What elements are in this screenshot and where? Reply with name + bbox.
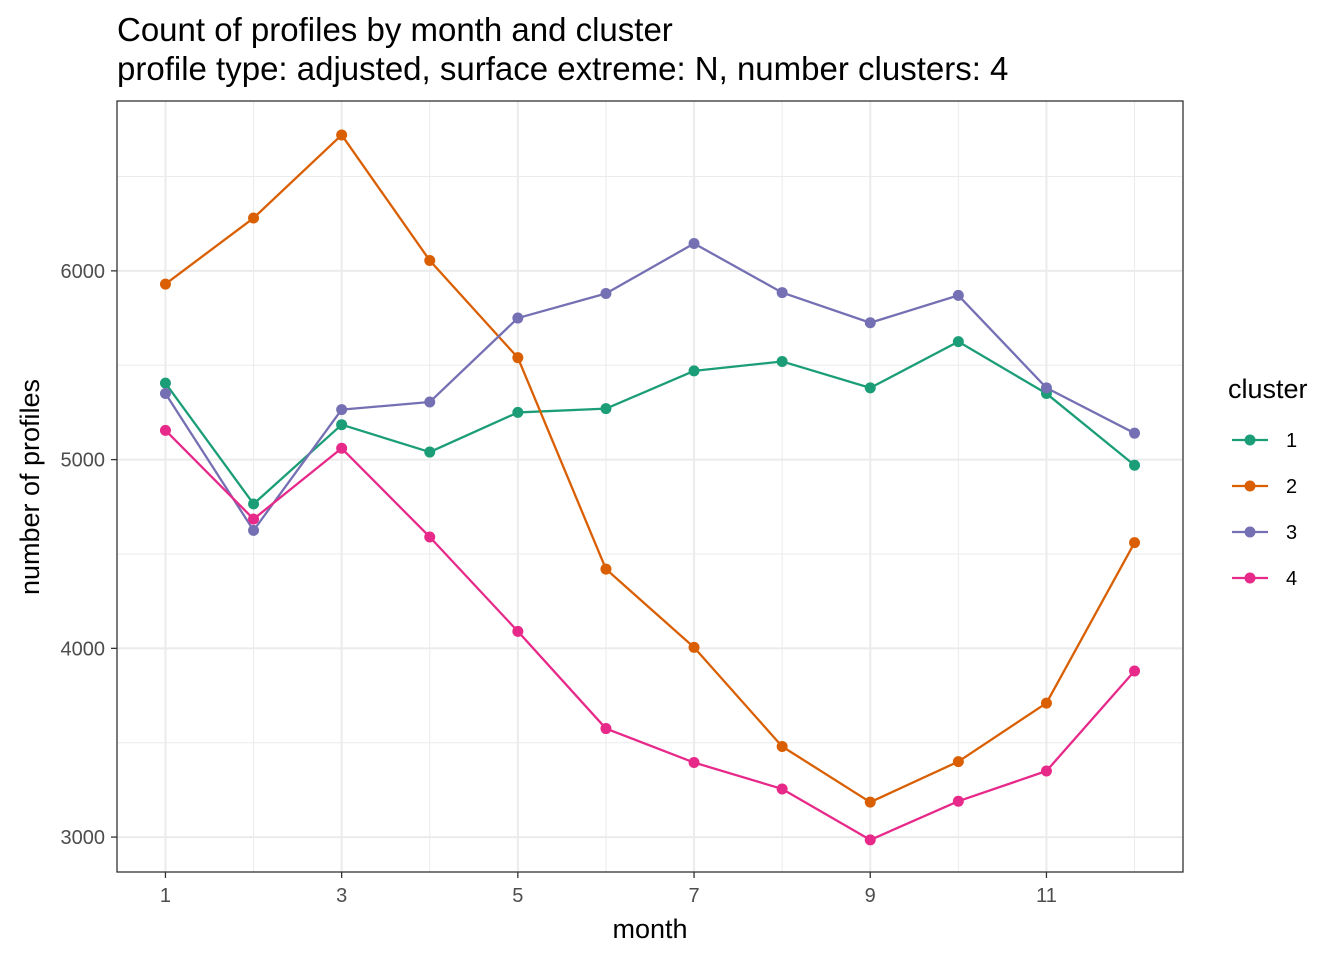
data-point-cluster-2 bbox=[159, 278, 171, 290]
y-tick-label: 4000 bbox=[61, 638, 106, 660]
data-point-cluster-2 bbox=[1040, 697, 1052, 709]
y-axis-ticks: 3000 4000 5000 6000 bbox=[61, 261, 117, 849]
legend-key-point bbox=[1244, 526, 1256, 538]
data-point-cluster-3 bbox=[864, 317, 876, 329]
data-point-cluster-4 bbox=[248, 513, 260, 525]
data-point-cluster-3 bbox=[1129, 427, 1141, 439]
data-point-cluster-3 bbox=[776, 287, 788, 299]
data-point-cluster-4 bbox=[512, 625, 524, 637]
series-line-cluster-4 bbox=[164, 429, 1136, 842]
y-tick-label: 6000 bbox=[61, 261, 106, 283]
data-point-cluster-1 bbox=[336, 419, 348, 431]
data-point-cluster-2 bbox=[776, 740, 788, 752]
data-point-cluster-2 bbox=[336, 129, 348, 141]
data-point-cluster-1 bbox=[1129, 459, 1141, 471]
x-tick-label: 3 bbox=[336, 885, 347, 907]
data-point-cluster-4 bbox=[864, 834, 876, 846]
data-point-cluster-1 bbox=[248, 498, 260, 510]
data-point-cluster-4 bbox=[424, 531, 436, 543]
data-point-cluster-2 bbox=[1129, 537, 1141, 549]
data-point-cluster-3 bbox=[248, 524, 260, 536]
legend-key-point bbox=[1244, 572, 1256, 584]
data-point-cluster-2 bbox=[600, 563, 612, 575]
data-point-cluster-1 bbox=[512, 406, 524, 418]
x-axis-ticks: 1 3 5 7 9 11 bbox=[160, 872, 1057, 907]
series-points bbox=[159, 129, 1141, 846]
legend-key-point bbox=[1244, 434, 1256, 446]
data-point-cluster-2 bbox=[952, 756, 964, 768]
data-point-cluster-1 bbox=[600, 403, 612, 415]
data-point-cluster-2 bbox=[688, 641, 700, 653]
data-point-cluster-3 bbox=[688, 237, 700, 249]
x-tick-label: 1 bbox=[160, 885, 171, 907]
series-line-cluster-1 bbox=[164, 340, 1136, 506]
y-tick-label: 3000 bbox=[61, 827, 106, 849]
legend-label-cluster-4: 4 bbox=[1286, 568, 1297, 590]
data-point-cluster-4 bbox=[1040, 765, 1052, 777]
chart-subtitle: profile type: adjusted, surface extreme:… bbox=[117, 50, 1008, 87]
data-point-cluster-4 bbox=[688, 757, 700, 769]
data-point-cluster-2 bbox=[512, 352, 524, 364]
data-point-cluster-4 bbox=[1129, 665, 1141, 677]
data-point-cluster-1 bbox=[864, 382, 876, 394]
data-point-cluster-1 bbox=[952, 336, 964, 348]
data-point-cluster-3 bbox=[600, 288, 612, 300]
chart-title: Count of profiles by month and cluster bbox=[117, 11, 673, 48]
x-tick-label: 11 bbox=[1036, 885, 1057, 907]
x-tick-label: 5 bbox=[512, 885, 523, 907]
data-point-cluster-4 bbox=[952, 795, 964, 807]
data-point-cluster-4 bbox=[336, 442, 348, 454]
data-point-cluster-1 bbox=[776, 355, 788, 367]
legend-label-cluster-3: 3 bbox=[1286, 522, 1297, 544]
legend-label-cluster-1: 1 bbox=[1286, 430, 1297, 452]
x-tick-label: 7 bbox=[688, 885, 699, 907]
y-tick-label: 5000 bbox=[61, 450, 106, 472]
data-point-cluster-4 bbox=[159, 424, 171, 436]
data-point-cluster-1 bbox=[688, 365, 700, 377]
y-axis-title: number of profiles bbox=[15, 379, 45, 595]
data-point-cluster-3 bbox=[336, 404, 348, 416]
legend-label-cluster-2: 2 bbox=[1286, 476, 1297, 498]
legend: cluster 1 2 3 4 bbox=[1228, 374, 1308, 590]
x-tick-label: 9 bbox=[865, 885, 876, 907]
data-point-cluster-3 bbox=[424, 396, 436, 408]
data-point-cluster-3 bbox=[512, 312, 524, 324]
x-axis-title: month bbox=[612, 914, 687, 944]
data-point-cluster-3 bbox=[952, 289, 964, 301]
data-point-cluster-2 bbox=[864, 796, 876, 808]
plot-border bbox=[116, 100, 1184, 873]
grid-lines bbox=[117, 101, 1183, 872]
data-point-cluster-3 bbox=[159, 388, 171, 400]
data-point-cluster-1 bbox=[424, 446, 436, 458]
series-lines bbox=[164, 133, 1136, 842]
legend-title: cluster bbox=[1228, 374, 1308, 404]
data-point-cluster-2 bbox=[248, 212, 260, 224]
data-point-cluster-2 bbox=[424, 254, 436, 266]
series-line-cluster-3 bbox=[164, 242, 1136, 532]
data-point-cluster-1 bbox=[159, 377, 171, 389]
series-line-cluster-2 bbox=[164, 133, 1136, 804]
data-point-cluster-4 bbox=[600, 723, 612, 735]
data-point-cluster-4 bbox=[776, 783, 788, 795]
legend-key-point bbox=[1244, 480, 1256, 492]
plot-panel bbox=[117, 101, 1183, 872]
data-point-cluster-3 bbox=[1040, 382, 1052, 394]
